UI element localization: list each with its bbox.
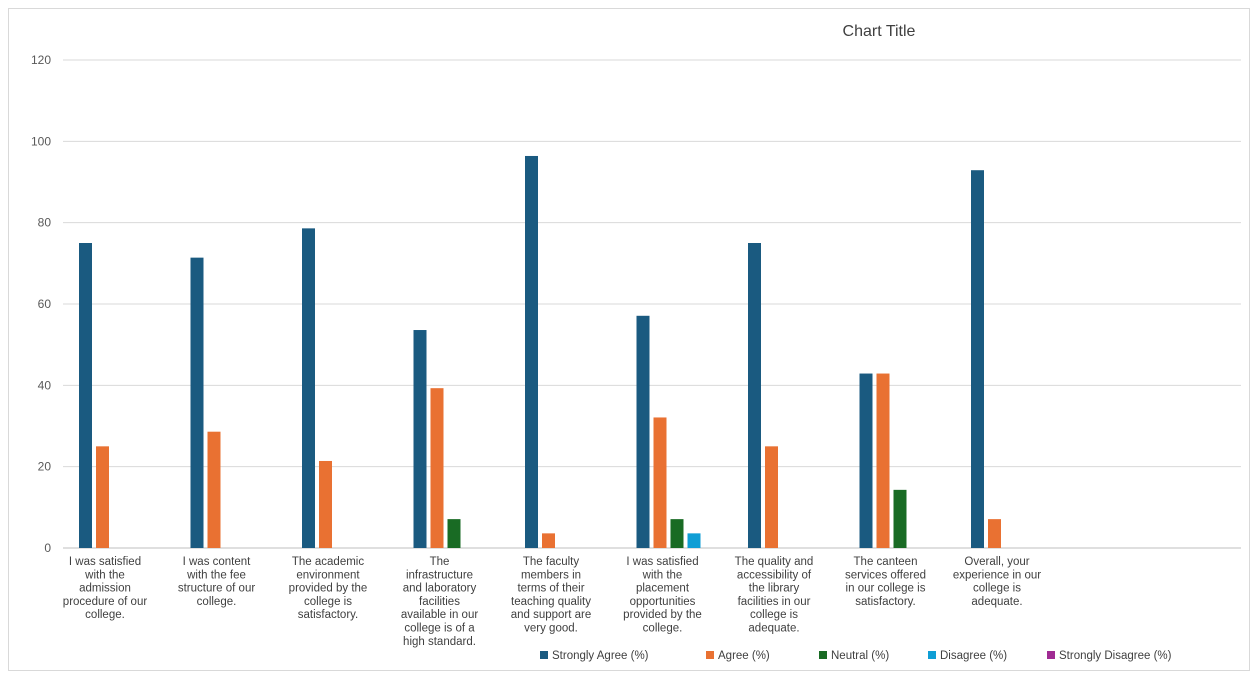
y-tick-label: 100: [31, 134, 51, 148]
category-label: I was content with the fee structure of ou…: [178, 556, 256, 608]
bar: [319, 460, 332, 548]
legend: Strongly Agree (%) Agree (%) Neutral (%) Di…: [540, 650, 1172, 662]
bar: [670, 519, 684, 548]
legend-swatch: [540, 651, 548, 659]
category-label: The quality and accessibility of the libra…: [735, 556, 814, 635]
bar: [748, 243, 761, 548]
bar: [988, 519, 1001, 548]
category-label: I was satisfied with the admission procedur…: [63, 556, 148, 621]
y-tick-label: 60: [38, 297, 52, 311]
category-label: The canteen services offered in our colleg…: [845, 556, 926, 608]
y-tick-label: 0: [44, 541, 51, 555]
bar: [79, 243, 92, 548]
legend-swatch: [928, 651, 936, 659]
category-labels: I was satisfied with the admission procedur…: [63, 556, 1041, 648]
bar: [542, 533, 555, 548]
legend-swatch: [819, 651, 827, 659]
bar: [687, 533, 701, 548]
legend-label: Strongly Agree (%): [552, 650, 649, 662]
category-label: The infrastructure and laboratory facilitie…: [401, 556, 479, 648]
bar: [302, 228, 315, 549]
bar: [876, 373, 890, 548]
y-axis-ticks: 0 20 40 60 80 100 120: [31, 53, 51, 555]
category-label: The academic environment provided by the co…: [289, 556, 368, 621]
bars: [79, 155, 1001, 549]
bar: [525, 155, 538, 548]
legend-label: Neutral (%): [831, 650, 889, 662]
category-label: I was satisfied with the placement opportun…: [623, 556, 702, 635]
legend-swatch: [1047, 651, 1055, 659]
y-tick-label: 120: [31, 53, 51, 67]
y-tick-label: 20: [38, 460, 52, 474]
bar: [653, 417, 667, 548]
bar: [413, 330, 427, 548]
chart-title: Chart Title: [843, 23, 916, 40]
chart-frame: Chart Title 0 20 40 60 80 100 120 I was satisf…: [8, 8, 1250, 671]
bar: [207, 431, 221, 548]
bar: [447, 519, 461, 548]
y-tick-label: 80: [38, 216, 52, 230]
chart-svg: Chart Title 0 20 40 60 80 100 120 I was satisf…: [31, 23, 1241, 662]
legend-label: Strongly Disagree (%): [1059, 650, 1172, 662]
bar: [190, 257, 204, 548]
legend-label: Disagree (%): [940, 650, 1007, 662]
category-label: Overall, your experience in our college is…: [953, 556, 1041, 608]
bar: [971, 170, 984, 548]
legend-label: Agree (%): [718, 650, 770, 662]
bar: [859, 373, 873, 548]
bar: [765, 446, 778, 548]
bar: [893, 489, 907, 548]
gridlines: [63, 59, 1241, 549]
bar: [430, 388, 444, 548]
y-tick-label: 40: [38, 378, 52, 392]
bar: [636, 315, 650, 548]
legend-swatch: [706, 651, 714, 659]
category-label: The faculty members in terms of their teach…: [511, 556, 592, 635]
bar: [96, 446, 109, 548]
